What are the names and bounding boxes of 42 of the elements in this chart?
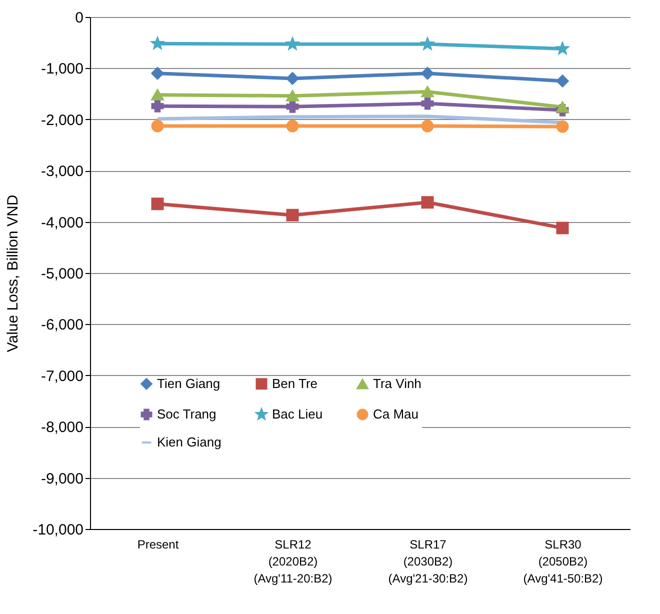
legend-label: Ben Tre [272,376,318,391]
point [421,67,434,80]
legend-label: Soc Trang [157,406,216,422]
y-tick-label: -4,000 [40,214,84,232]
point [151,89,164,100]
y-tick-label: -7,000 [40,368,84,385]
x-tick-label: SLR30 (2050B2) (Avg'41-50:B2) [523,538,603,586]
x-tick-label: Present [137,538,180,552]
legend-label: Tra Vinh [373,376,422,392]
point [286,90,299,102]
legend-label: Kien Giang [157,434,222,450]
point [421,86,434,98]
point [286,72,299,85]
y-tick-label: -6,000 [40,316,84,334]
point [151,100,164,112]
y-tick-label: -9,000 [40,470,84,488]
legend-label: Tien Giang [157,376,220,391]
y-tick-label: -10,000 [32,522,84,538]
point [286,100,299,113]
y-tick-label: -1,000 [40,60,84,78]
x-tick-label: SLR12 (2020B2) (Avg'11-20:B2) [254,538,332,586]
point [286,208,299,222]
y-tick-label: -5,000 [40,266,84,282]
point [151,198,164,210]
y-tick-label: -8,000 [40,419,84,436]
y-axis-title: Value Loss, Billion VND [4,194,22,352]
y-tick-label: -3,000 [40,163,84,180]
point [556,74,569,88]
x-tick-label: SLR17 (2030B2) (Avg'21-30:B2) [388,538,468,586]
legend-label: Bac Lieu [272,406,323,422]
point [556,222,569,234]
point [421,196,434,209]
legend-label: Ca Mau [373,406,419,422]
point [556,102,569,113]
point [286,120,299,132]
y-tick-label: 0 [75,10,84,26]
point [151,67,164,80]
point [151,120,164,132]
point [421,97,434,110]
point [421,120,434,132]
y-tick-label: -2,000 [40,112,84,129]
point [556,120,569,133]
